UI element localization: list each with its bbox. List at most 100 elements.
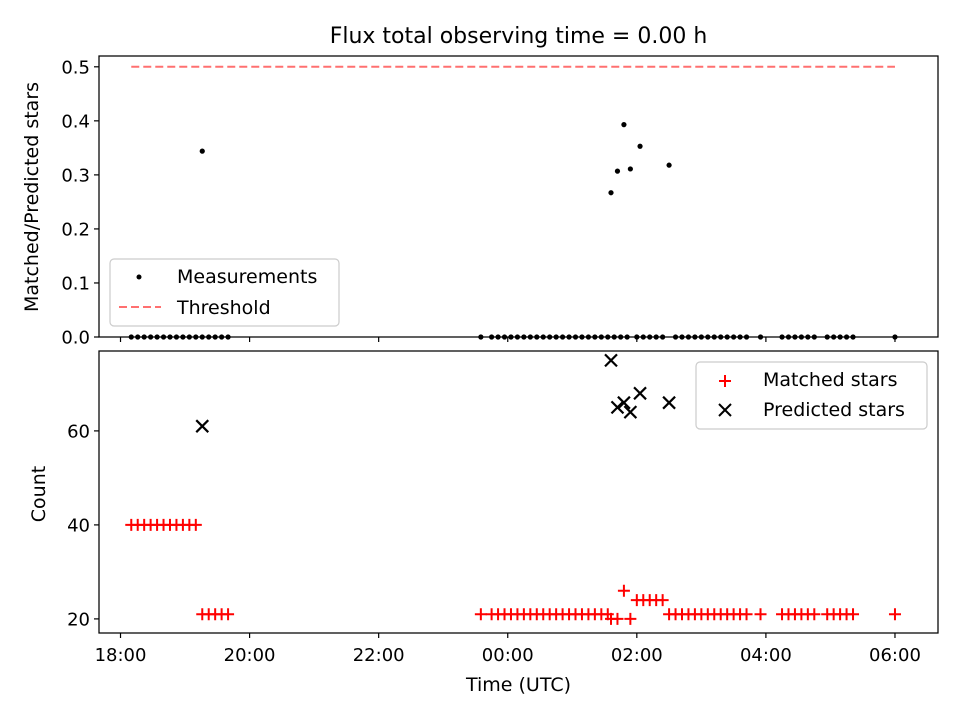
measurement-point: [618, 334, 624, 340]
measurement-point: [711, 334, 717, 340]
measurement-point: [624, 334, 630, 340]
measurement-point: [611, 334, 617, 340]
measurement-point: [621, 122, 627, 128]
measurement-point: [724, 334, 730, 340]
bottom-legend: Matched stars Predicted stars: [695, 361, 928, 430]
top-legend: Measurements Threshold: [109, 258, 340, 327]
measurement-point: [540, 334, 546, 340]
top-x-axis: [119, 337, 896, 342]
legend-predicted-marker: [718, 403, 732, 417]
measurement-point: [219, 334, 225, 340]
top-y-tick-label: 0.1: [61, 273, 90, 294]
bottom-x-tick-label: 02:00: [611, 645, 663, 666]
measurement-point: [692, 334, 698, 340]
measurement-point: [892, 334, 898, 340]
bottom-x-axis: 18:00 20:00 22:00 00:00 02:00 04:00 06:00: [95, 633, 921, 666]
measurement-point: [779, 334, 785, 340]
legend-threshold-label: Threshold: [176, 297, 271, 319]
predicted-star-point: [195, 419, 210, 433]
measurement-point: [135, 334, 141, 340]
measurement-point: [141, 334, 147, 340]
top-y-tick-label: 0.5: [61, 57, 90, 78]
bottom-x-tick-label: 00:00: [482, 645, 534, 666]
top-y-tick-label: 0.2: [61, 219, 90, 240]
measurement-point: [514, 334, 521, 340]
matched-star-point: [847, 608, 860, 621]
bottom-x-tick-label: 22:00: [353, 645, 405, 666]
measurement-point: [843, 334, 850, 340]
top-y-tick-label: 0.0: [61, 328, 90, 349]
measurement-point: [679, 334, 685, 340]
bottom-y-axis-label: Count: [28, 466, 50, 522]
measurement-point: [653, 334, 659, 340]
measurement-point: [521, 334, 527, 340]
measurement-point: [199, 334, 205, 340]
predicted-star-point: [633, 386, 647, 401]
measurement-point: [553, 334, 559, 340]
measurement-point: [824, 334, 830, 340]
measurement-point: [478, 334, 484, 340]
measurement-point: [592, 334, 598, 340]
predicted-star-point: [604, 353, 618, 368]
legend-predicted-label: Predicted stars: [763, 399, 905, 421]
bottom-x-tick-label: 20:00: [224, 645, 276, 666]
measurement-point: [798, 334, 804, 340]
measurement-point: [180, 334, 186, 340]
measurement-point: [225, 334, 231, 340]
measurement-point: [508, 334, 514, 340]
measurement-point: [608, 190, 614, 196]
top-y-tick-label: 0.3: [61, 165, 90, 186]
matched-star-point: [740, 608, 753, 621]
measurement-point: [148, 334, 154, 340]
measurement-point: [572, 334, 579, 340]
measurement-point: [698, 334, 704, 340]
predicted-star-point: [662, 395, 676, 410]
measurement-point: [560, 334, 566, 340]
matched-star-point: [888, 608, 901, 621]
predicted-star-point: [623, 405, 638, 419]
bottom-y-axis: 20 40 60: [67, 421, 99, 630]
top-panel: Flux total observing time = 0.00 h 0.0 0.…: [21, 24, 939, 349]
bottom-x-axis-label: Time (UTC): [465, 674, 571, 696]
measurement-point: [672, 334, 679, 340]
top-legend-frame: [109, 258, 340, 327]
measurement-point: [831, 334, 837, 340]
measurement-point: [634, 334, 640, 340]
measurement-point: [660, 334, 666, 340]
matched-star-point: [611, 612, 624, 625]
measurement-point: [837, 334, 843, 340]
measurement-point: [785, 334, 792, 340]
measurement-point: [718, 334, 724, 340]
measurement-point: [501, 334, 508, 340]
legend-measurements-label: Measurements: [177, 266, 317, 288]
matched-star-point: [222, 608, 235, 621]
legend-matched-label: Matched stars: [763, 369, 897, 391]
top-title: Flux total observing time = 0.00 h: [330, 24, 708, 49]
matched-star-point: [656, 594, 669, 607]
measurement-point: [495, 334, 501, 340]
bottom-y-tick-label: 60: [67, 421, 90, 442]
bottom-plot-frame: [98, 350, 939, 634]
measurement-point: [640, 334, 646, 340]
matched-star-point: [189, 518, 202, 531]
matched-star-point: [474, 608, 487, 621]
matched-star-point: [617, 584, 630, 597]
predicted-star-point: [617, 395, 631, 410]
measurement-point: [585, 334, 592, 340]
measurement-point: [637, 143, 643, 149]
top-y-axis-label: Matched/Predicted stars: [21, 82, 43, 312]
measurement-point: [579, 334, 585, 340]
measurement-point: [850, 334, 856, 340]
bottom-panel: 20 40 60 18:00 20:00 22:00 00:00 02:00 04:00 06:…: [28, 350, 939, 696]
measurement-point: [731, 334, 737, 340]
measurement-point: [805, 334, 811, 340]
bottom-y-tick-label: 20: [67, 609, 90, 630]
measurement-point: [811, 334, 817, 340]
measurement-point: [705, 334, 711, 340]
measurement-point: [614, 168, 621, 174]
measurement-point: [685, 334, 692, 340]
measurement-point: [757, 334, 764, 340]
matched-star-point: [624, 612, 637, 625]
measurement-point: [173, 334, 180, 340]
